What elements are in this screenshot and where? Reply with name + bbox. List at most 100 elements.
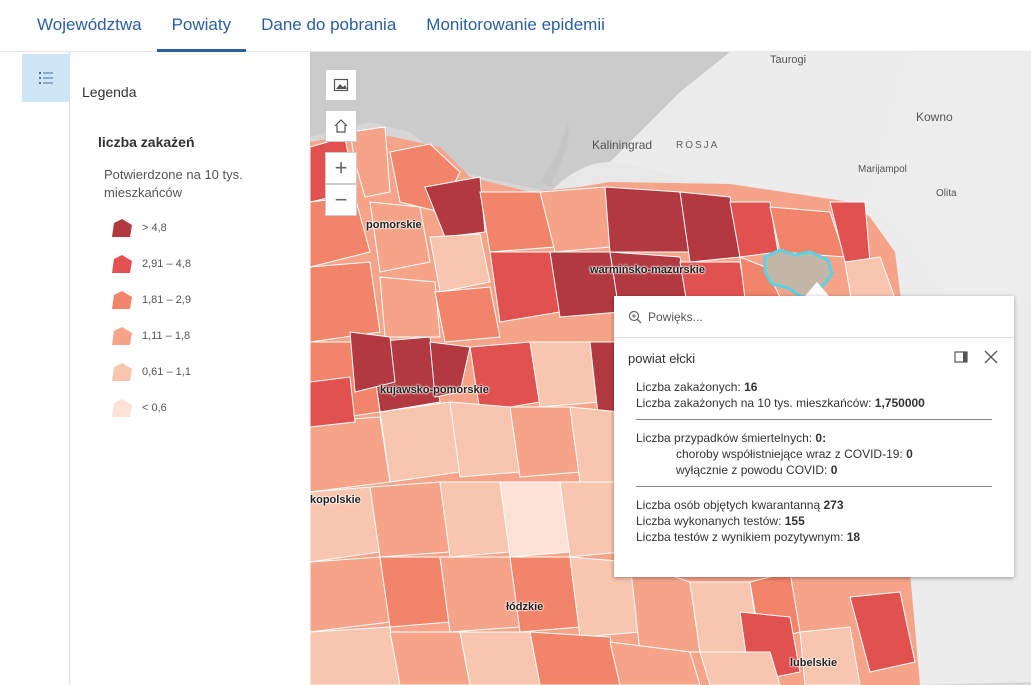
basemap-button[interactable] [325, 69, 357, 101]
legend-swatch [112, 399, 132, 417]
region-label-lubelskie: lubelskie [790, 657, 838, 669]
deaths-row: Liczba przypadków śmiertelnych: 0: [636, 431, 827, 445]
district-polygon[interactable] [509, 556, 581, 633]
place-label-rosja: ROSJA [676, 140, 720, 151]
district-polygon[interactable] [369, 481, 451, 558]
district-polygon[interactable] [379, 556, 451, 628]
popup-search-input[interactable] [648, 309, 978, 324]
tab-wojewodztwa[interactable]: Województwa [37, 15, 142, 34]
district-polygon[interactable] [459, 631, 541, 685]
feature-popup: powiat ełcki Liczba zakażonych: 16 Liczb… [614, 296, 1014, 577]
region-label-lodzkie: łódzkie [506, 601, 544, 613]
legend-class-item: 1,11 – 1,8 [110, 318, 191, 354]
legend-class-item: 0,61 – 1,1 [110, 354, 191, 390]
district-polygon[interactable] [529, 341, 601, 408]
district-polygon[interactable] [449, 401, 521, 478]
legend-swatch [112, 363, 132, 381]
legend-class-label: < 0,6 [142, 402, 167, 414]
image-icon [333, 78, 349, 92]
popup-divider [636, 486, 992, 487]
district-polygon[interactable] [469, 341, 541, 413]
zoom-out-button[interactable]: − [325, 184, 357, 216]
region-label-warminsko-mazurskie: warmińsko-mazurskie [590, 264, 705, 276]
home-icon [334, 119, 348, 133]
zoom-magnifier-icon [628, 310, 642, 323]
legend-swatch [112, 255, 132, 273]
plus-icon: + [334, 155, 348, 180]
legend-class-item: 1,81 – 2,9 [110, 282, 191, 318]
district-polygon[interactable] [499, 481, 571, 558]
legend-layer-title: liczba zakażeń [98, 134, 195, 150]
legend-class-label: 2,91 – 4,8 [142, 258, 191, 270]
region-label-wielkopolskie: kopolskie [310, 494, 361, 506]
home-button[interactable] [325, 110, 357, 142]
district-polygon[interactable] [379, 276, 441, 338]
place-label-kowno: Kowno [916, 110, 953, 124]
district-polygon[interactable] [310, 626, 401, 685]
district-polygon[interactable] [434, 286, 501, 343]
place-label-olita: Olita [936, 188, 957, 199]
zoom-in-button[interactable]: + [325, 152, 357, 184]
region-label-pomorskie: pomorskie [366, 219, 422, 231]
district-polygons[interactable] [310, 126, 916, 685]
per10k-row: Liczba zakażonych na 10 tys. mieszkańców… [636, 396, 925, 410]
district-polygon[interactable] [389, 631, 471, 685]
quarantine-row: Liczba osób objętych kwarantanną 273 [636, 498, 844, 512]
place-label-kaliningrad: Kaliningrad [592, 138, 653, 152]
legend-class-label: 1,81 – 2,9 [142, 294, 191, 306]
popup-search-row [614, 296, 1014, 338]
district-polygon[interactable] [509, 406, 581, 478]
district-polygon[interactable] [699, 651, 781, 685]
district-polygon[interactable] [369, 201, 431, 273]
covid-only-row: wyłącznie z powodu COVID: 0 [676, 463, 838, 477]
district-polygon[interactable] [349, 331, 396, 393]
district-polygon[interactable] [439, 481, 511, 558]
tab-monitorowanie-epidemii[interactable]: Monitorowanie epidemii [426, 15, 605, 34]
legend-swatch [112, 219, 132, 237]
district-polygon[interactable] [559, 481, 621, 558]
district-polygon[interactable] [310, 556, 391, 633]
tab-powiaty[interactable]: Powiaty [156, 0, 247, 52]
district-polygon[interactable] [310, 376, 356, 428]
legend-list-icon [39, 72, 53, 84]
district-polygon[interactable] [379, 401, 461, 483]
district-polygon[interactable] [310, 416, 391, 493]
district-polygon[interactable] [439, 556, 521, 633]
legend-class-item: 2,91 – 4,8 [110, 246, 191, 282]
infections-row: Liczba zakażonych: 16 [636, 380, 758, 394]
district-polygon[interactable] [429, 341, 471, 398]
lithuania [870, 52, 1031, 312]
curonian-spit [540, 122, 569, 187]
legend-class-label: 0,61 – 1,1 [142, 366, 191, 378]
legend-layer-subtitle: Potwierdzone na 10 tys. mieszkańców [104, 167, 243, 200]
district-polygon[interactable] [310, 261, 381, 343]
district-polygon[interactable] [849, 591, 916, 673]
legend-panel: Legenda liczba zakażeń Potwierdzone na 1… [70, 70, 310, 685]
dock-icon[interactable] [954, 350, 968, 364]
district-polygon[interactable] [429, 233, 491, 293]
close-icon[interactable] [983, 349, 999, 365]
top-tab-bar: Województwa Powiaty Dane do pobrania Mon… [0, 0, 1031, 52]
positive-tests-row: Liczba testów z wynikiem pozytywnym: 18 [636, 530, 861, 544]
region-label-kujawsko-pomorskie: kujawsko-pomorskie [380, 384, 489, 396]
popup-divider [636, 419, 992, 420]
popup-content: Liczba zakażonych: 16 Liczba zakażonych … [636, 379, 992, 545]
minus-icon: − [334, 187, 348, 212]
district-polygon[interactable] [549, 251, 621, 318]
district-polygon[interactable] [799, 626, 861, 685]
district-polygon[interactable] [609, 641, 701, 685]
place-label-taurogi: Taurogi [770, 54, 807, 66]
tab-dane-do-pobrania[interactable]: Dane do pobrania [261, 15, 397, 34]
legend-class-list: > 4,8 2,91 – 4,8 1,81 – 2,9 1,11 – 1,8 0,61 … [110, 210, 191, 426]
district-polygon[interactable] [489, 251, 561, 323]
district-polygon[interactable] [529, 631, 621, 685]
place-label-marijampole: Marijampol [858, 164, 907, 175]
legend-class-label: > 4,8 [142, 222, 167, 234]
legend-toggle-button[interactable] [22, 54, 70, 102]
legend-swatch [112, 327, 132, 345]
district-polygon[interactable] [604, 186, 691, 253]
legend-swatch [112, 291, 132, 309]
legend-class-item: < 0,6 [110, 390, 191, 426]
district-polygon[interactable] [424, 176, 486, 238]
legend-class-label: 1,11 – 1,8 [142, 330, 191, 342]
